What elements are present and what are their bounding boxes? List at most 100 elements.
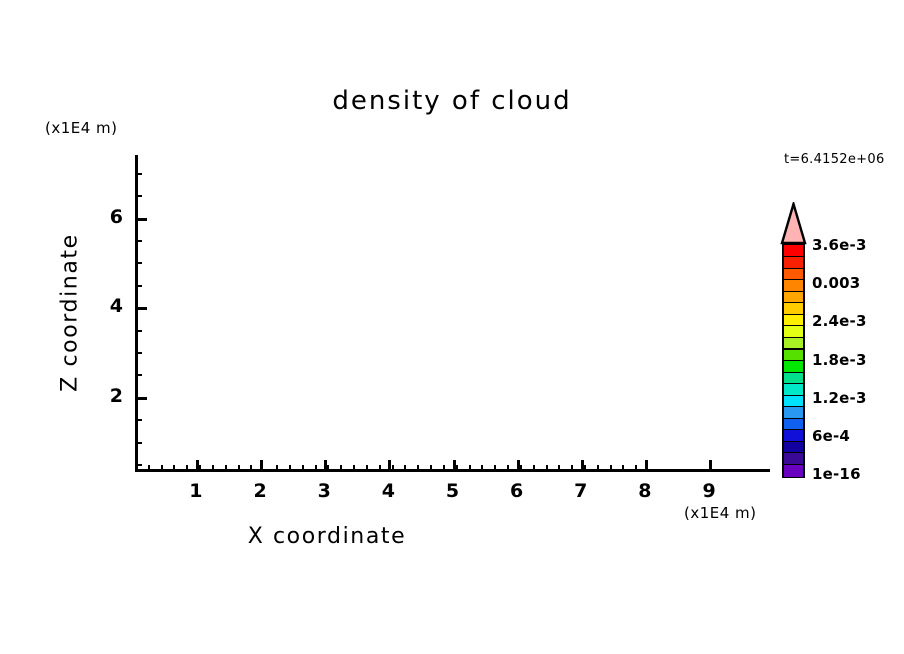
colorbar-overflow-arrow	[780, 202, 807, 245]
colorbar-tick-label: 2.4e-3	[812, 312, 867, 331]
y-tick-minor	[135, 195, 142, 198]
x-tick-minor	[532, 465, 535, 472]
colorbar-band-divider	[784, 463, 803, 466]
colorbar-band-divider	[784, 348, 803, 350]
colorbar-band-divider	[784, 452, 803, 454]
colorbar-band	[784, 360, 803, 373]
x-tick-minor	[199, 465, 202, 472]
colorbar-band	[784, 314, 803, 327]
x-tick-minor	[365, 465, 368, 472]
x-tick-minor	[391, 465, 394, 472]
x-tick-major	[260, 460, 264, 472]
x-tick-minor	[609, 465, 612, 472]
colorbar-band	[784, 441, 803, 454]
x-tick-label: 1	[189, 480, 203, 502]
y-axis-units-label: (x1E4 m)	[45, 119, 118, 137]
x-tick-major	[709, 460, 713, 472]
x-tick-label: 2	[253, 480, 267, 502]
colorbar-band-divider	[784, 302, 803, 304]
x-tick-major	[644, 460, 648, 472]
colorbar-band	[784, 406, 803, 419]
x-tick-major	[580, 460, 584, 472]
x-tick-minor	[430, 465, 433, 472]
x-tick-major	[516, 460, 520, 472]
x-tick-minor	[596, 465, 599, 472]
x-tick-minor	[507, 465, 510, 472]
x-tick-minor	[186, 465, 189, 472]
x-tick-label: 9	[702, 480, 716, 502]
colorbar-band-divider	[784, 279, 803, 281]
x-tick-minor	[314, 465, 317, 472]
colorbar-band	[784, 418, 803, 431]
y-tick-minor	[135, 374, 142, 377]
colorbar-band-divider	[784, 440, 803, 442]
colorbar-band-divider	[784, 336, 803, 338]
colorbar-tick-label: 1.2e-3	[812, 388, 867, 407]
y-tick-minor	[135, 419, 142, 422]
x-tick-minor	[147, 465, 150, 472]
x-tick-minor	[583, 465, 586, 472]
y-tick-label: 2	[109, 384, 123, 407]
x-tick-minor	[160, 465, 163, 472]
colorbar-band	[784, 256, 803, 269]
colorbar-band-divider	[784, 256, 803, 258]
colorbar-band-divider	[784, 417, 803, 419]
x-tick-minor	[635, 465, 638, 472]
y-tick-major	[135, 217, 147, 221]
x-tick-label: 7	[574, 480, 588, 502]
colorbar-tick-label: 3.6e-3	[812, 236, 867, 254]
colorbar[interactable]	[782, 243, 805, 478]
y-tick-major	[135, 396, 147, 400]
x-tick-minor	[622, 465, 625, 472]
colorbar-tick-label: 0.003	[812, 274, 861, 293]
x-tick-minor	[301, 465, 304, 472]
colorbar-band-divider	[784, 267, 803, 269]
x-tick-minor	[340, 465, 343, 472]
colorbar-band	[784, 279, 803, 292]
x-tick-minor	[237, 465, 240, 472]
colorbar-band	[784, 245, 803, 258]
colorbar-band-divider	[784, 383, 803, 385]
x-tick-minor	[404, 465, 407, 472]
y-tick-minor	[135, 352, 142, 354]
colorbar-band	[784, 383, 803, 396]
colorbar-band-divider	[784, 290, 803, 292]
colorbar-band	[784, 452, 803, 466]
y-tick-minor	[135, 240, 142, 243]
colorbar-band-divider	[784, 394, 803, 396]
plot-frame	[135, 155, 770, 472]
x-tick-minor	[288, 465, 291, 472]
x-axis-units-label: (x1E4 m)	[684, 504, 757, 522]
x-tick-label: 8	[638, 480, 652, 502]
colorbar-band	[784, 464, 803, 477]
colorbar-tick-label: 6e-4	[812, 426, 851, 445]
x-tick-minor	[571, 465, 574, 472]
x-tick-minor	[224, 465, 227, 472]
x-tick-minor	[211, 465, 214, 472]
colorbar-band-divider	[784, 406, 803, 408]
x-tick-major	[324, 460, 328, 472]
colorbar-band-divider	[784, 371, 803, 373]
x-axis-title: X coordinate	[247, 524, 407, 549]
x-tick-minor	[545, 465, 548, 472]
y-axis-title: Z coordinate	[57, 233, 83, 392]
x-tick-major	[195, 460, 199, 472]
x-tick-minor	[481, 465, 484, 472]
y-tick-minor	[135, 463, 142, 466]
y-tick-minor	[135, 284, 142, 287]
x-tick-label: 6	[510, 480, 524, 502]
x-tick-minor	[442, 465, 445, 472]
colorbar-band-divider	[784, 360, 803, 362]
chart-title: density of cloud	[332, 86, 572, 116]
x-tick-minor	[519, 465, 522, 472]
colorbar-band	[784, 348, 803, 362]
colorbar-band	[784, 291, 803, 304]
x-tick-minor	[468, 465, 471, 472]
y-tick-minor	[135, 441, 142, 444]
x-tick-minor	[250, 465, 253, 472]
y-tick-label: 6	[109, 205, 123, 228]
x-tick-minor	[494, 465, 497, 472]
y-tick-minor	[135, 329, 142, 332]
x-tick-minor	[135, 465, 137, 472]
